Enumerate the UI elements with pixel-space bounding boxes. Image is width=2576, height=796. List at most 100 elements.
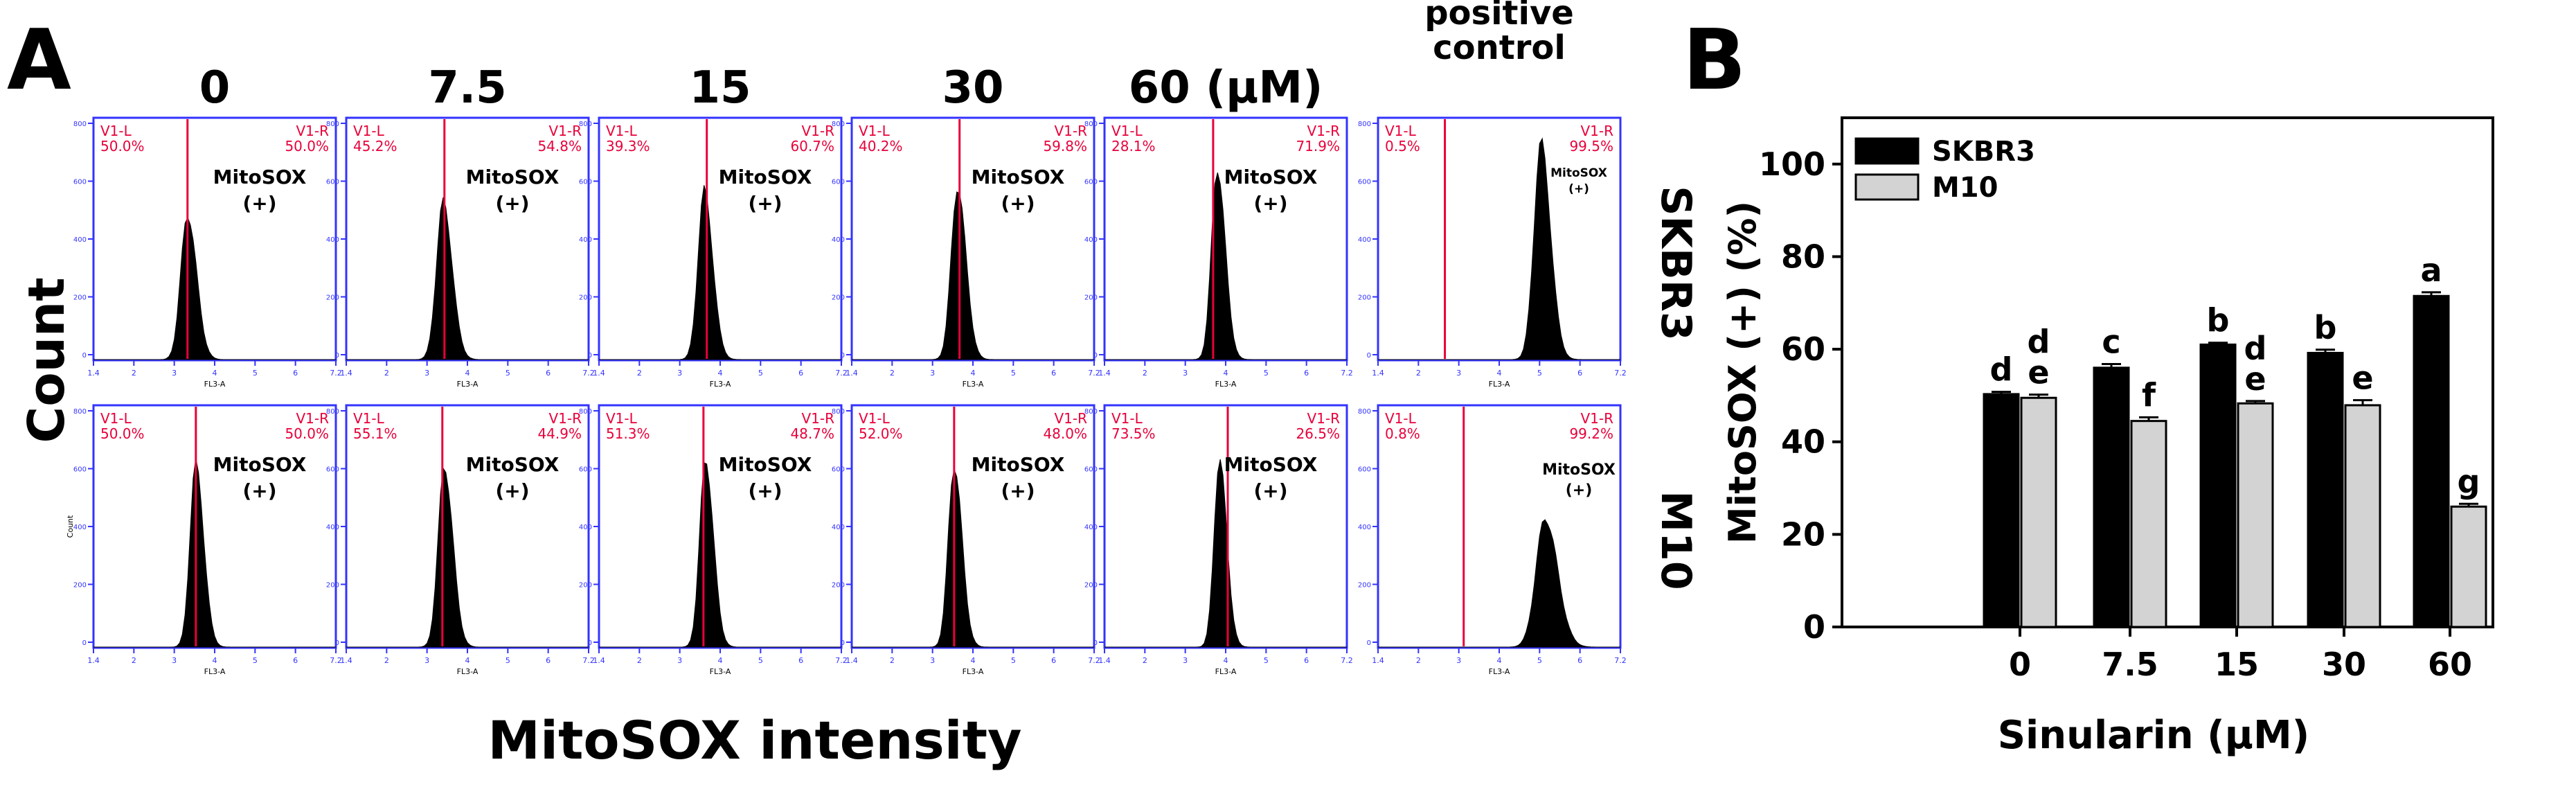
inner-x-label: FL3-A	[963, 667, 984, 676]
x-tick-label: 3	[930, 656, 935, 665]
x-tick-label: 2	[384, 369, 389, 378]
x-tick-label: 7.2	[582, 369, 595, 378]
gate-left-name: V1-L	[100, 410, 132, 427]
significance-letter: b	[2207, 302, 2230, 339]
histogram-frame	[1377, 404, 1622, 649]
y-tick-label: 800	[1358, 408, 1371, 416]
x-tick-label: 3	[677, 369, 682, 378]
x-tick-label: 6	[1304, 369, 1309, 378]
column-header: 30	[942, 62, 1003, 114]
x-tick-label: 5	[1264, 369, 1269, 378]
y-tick-label: 200	[1084, 294, 1098, 302]
x-tick-label: 6	[798, 369, 803, 378]
y-tick-label: 600	[832, 466, 845, 474]
histogram-distribution	[346, 467, 589, 648]
y-tick-label: 800	[1358, 121, 1371, 128]
y-tick-label: 800	[326, 121, 339, 128]
bar-m10	[2020, 396, 2057, 628]
y-tick-label: 200	[1084, 582, 1098, 590]
y-tick-label: 40	[1781, 423, 1825, 461]
bar-skbr3	[2413, 294, 2450, 628]
x-tick-label: 2	[384, 656, 389, 665]
x-tick-label: 2	[890, 369, 895, 378]
x-tick-label: 6	[293, 656, 298, 665]
x-tick-label: 6	[1304, 656, 1309, 665]
y-tick-label: 800	[832, 121, 845, 128]
gate-label: MitoSOX (+)	[719, 453, 812, 502]
gate-right-percent: 26.5%	[1296, 425, 1340, 442]
x-tick-label: 7.2	[330, 656, 342, 665]
gate-label: MitoSOX (+)	[1224, 166, 1318, 215]
gate-right-percent: 59.8%	[1043, 138, 1087, 154]
y-tick-label: 0	[1093, 352, 1098, 360]
gate-left-percent: 51.3%	[606, 425, 650, 442]
column-header: 0	[199, 62, 231, 114]
x-tick-label: 7.2	[1088, 656, 1100, 665]
gate-right-name: V1-R	[1307, 410, 1340, 427]
histogram-distribution	[93, 458, 336, 648]
x-tick-label: 3	[1183, 656, 1188, 665]
gate-label: MitoSOX (+)	[1542, 461, 1616, 499]
gate-right-percent: 48.0%	[1043, 425, 1087, 442]
gate-left-percent: 0.8%	[1385, 425, 1420, 442]
y-tick-label: 400	[1084, 524, 1098, 531]
gate-left-name: V1-L	[606, 123, 638, 139]
x-tick-label: 3	[172, 656, 177, 665]
histogram-frame	[598, 116, 843, 362]
x-tick-label: 3	[424, 656, 429, 665]
y-tick-label: 200	[73, 582, 87, 590]
histogram-distribution	[346, 197, 589, 360]
legend-label: SKBR3	[1932, 136, 2035, 168]
x-tick-label: 6	[546, 369, 551, 378]
inner-y-label: Count	[66, 515, 75, 538]
x-tick-label: 4	[213, 656, 217, 665]
histogram-frame	[850, 404, 1095, 649]
x-tick-label: 7.2	[1614, 369, 1627, 378]
bar-m10	[2237, 402, 2274, 628]
y-tick-label: 800	[579, 408, 592, 416]
x-tick-label: 1.4	[593, 369, 605, 378]
x-tick-label: 7.2	[330, 369, 342, 378]
x-tick-label: 5	[1537, 369, 1542, 378]
histogram-frame	[345, 404, 590, 649]
y-tick-label: 600	[579, 466, 592, 474]
x-tick-label: 4	[1224, 656, 1228, 665]
significance-letter: e	[2352, 360, 2373, 397]
gate-label: MitoSOX (+)	[972, 166, 1065, 215]
y-tick-label: 200	[579, 582, 592, 590]
x-tick-label: 6	[1577, 656, 1582, 665]
gate-left-percent: 55.1%	[353, 425, 397, 442]
gate-left-name: V1-L	[1111, 410, 1143, 427]
x-tick-label: 7.2	[1088, 369, 1100, 378]
gate-right-percent: 71.9%	[1296, 138, 1340, 154]
histogram-panel: 800 600 400 200 0 1.4 2 3 4 5 6 7.2 FL3-A V1-L51.3% V1…	[579, 404, 848, 676]
histogram-distribution	[1104, 172, 1347, 360]
x-tick-label: 1.4	[593, 656, 605, 665]
x-tick-label: 2	[637, 656, 642, 665]
x-tick-label: 3	[930, 369, 935, 378]
y-tick-label: 0	[1367, 352, 1371, 360]
row-label-skbr3: SKBR3	[1652, 186, 1700, 340]
y-tick-label: 200	[579, 294, 592, 302]
y-tick-label: 400	[73, 236, 87, 244]
gate-right-name: V1-R	[801, 410, 834, 427]
gate-left-percent: 73.5%	[1111, 425, 1156, 442]
x-tick-label: 2	[1143, 656, 1147, 665]
histogram-distribution	[852, 191, 1094, 360]
y-tick-label: 400	[579, 524, 592, 531]
x-tick-label: 6	[1051, 656, 1056, 665]
gate-label: MitoSOX (+)	[213, 166, 307, 215]
gate-right-percent: 44.9%	[537, 425, 582, 442]
inner-x-label: FL3-A	[1489, 667, 1510, 676]
x-tick-label: 4	[1224, 369, 1228, 378]
gate-right-percent: 50.0%	[285, 425, 329, 442]
gate-right-name: V1-R	[548, 410, 582, 427]
gate-right-percent: 50.0%	[285, 138, 329, 154]
x-tick-label: 7.5	[2102, 646, 2158, 683]
x-tick-label: 2	[1416, 369, 1421, 378]
y-tick-label: 200	[832, 294, 845, 302]
inner-x-label: FL3-A	[204, 667, 226, 676]
bar-skbr3	[1983, 393, 2020, 628]
significance-letter: g	[2458, 463, 2480, 500]
